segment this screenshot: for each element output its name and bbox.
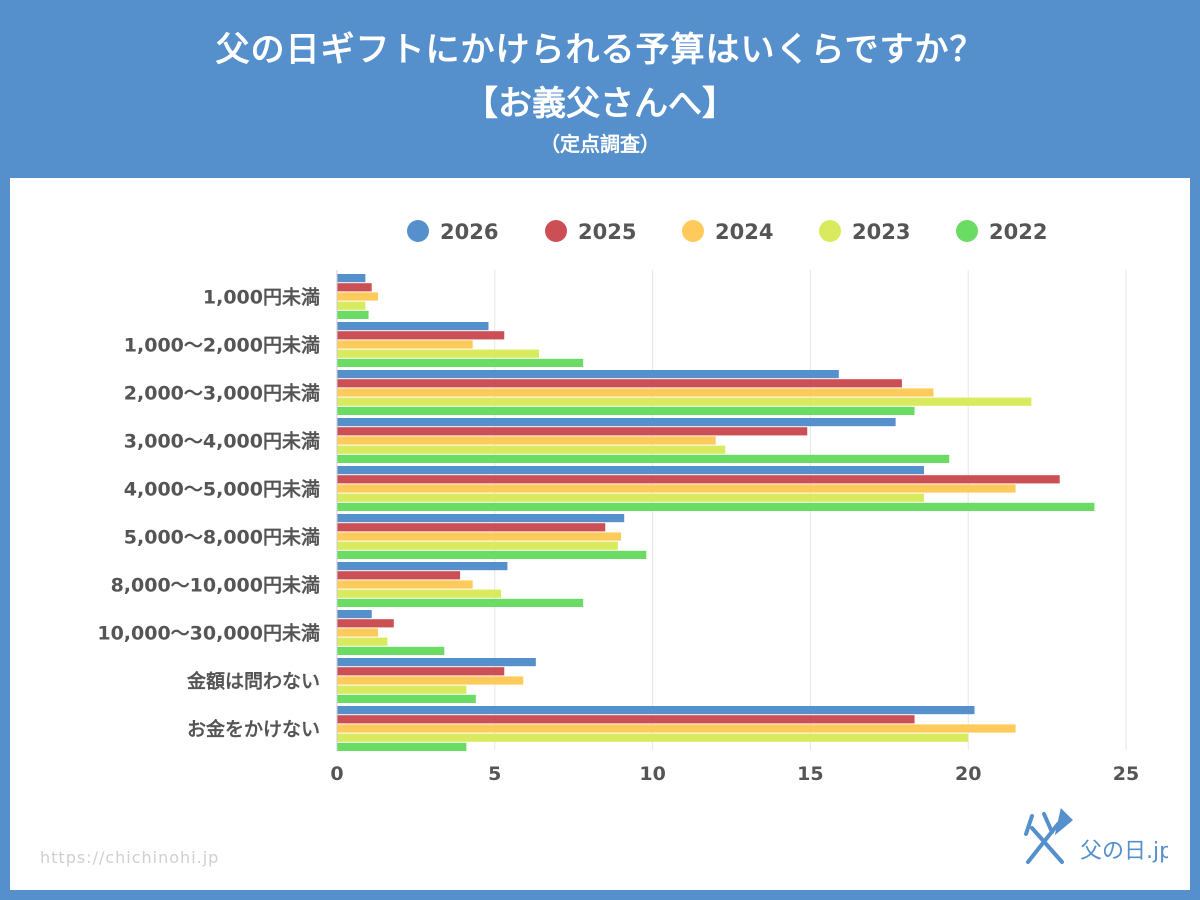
legend-label-2026: 2026	[440, 220, 498, 244]
bar-2023-3	[337, 445, 726, 454]
bar-2025-7	[337, 619, 394, 628]
legend-label-2023: 2023	[852, 220, 910, 244]
bar-2025-1	[337, 331, 505, 340]
bar-2023-1	[337, 349, 539, 358]
bar-2022-7	[337, 646, 445, 655]
category-label: 8,000〜10,000円未満	[111, 574, 320, 597]
bar-2026-7	[337, 610, 372, 619]
header: 父の日ギフトにかけられる予算はいくらですか？ 【お義父さんへ】 （定点調査）	[0, 0, 1200, 178]
legend-label-2025: 2025	[578, 220, 636, 244]
legend-swatch-2022	[956, 220, 978, 242]
bar-2022-4	[337, 502, 1095, 511]
bar-2025-9	[337, 715, 915, 724]
chart-title: 父の日ギフトにかけられる予算はいくらですか？	[215, 30, 985, 70]
bar-2026-4	[337, 466, 925, 475]
x-tick-label: 25	[1113, 763, 1139, 785]
bar-2022-8	[337, 694, 476, 703]
bar-2026-6	[337, 562, 508, 571]
bar-2023-9	[337, 733, 969, 742]
bar-2022-2	[337, 406, 915, 415]
legend-swatch-2023	[819, 220, 841, 242]
bar-2022-9	[337, 742, 467, 751]
bar-2025-8	[337, 667, 505, 676]
x-tick-label: 5	[488, 763, 501, 785]
bar-2023-7	[337, 637, 388, 646]
bar-2022-6	[337, 598, 584, 607]
bar-2026-9	[337, 706, 975, 715]
bar-2024-2	[337, 388, 934, 397]
bar-2026-2	[337, 370, 839, 379]
bar-2024-6	[337, 580, 473, 589]
bar-2024-3	[337, 436, 716, 445]
bar-2025-0	[337, 283, 372, 292]
legend-swatch-2024	[682, 220, 704, 242]
bar-2026-1	[337, 322, 489, 331]
bar-2024-1	[337, 340, 473, 349]
category-label: 2,000〜3,000円未満	[124, 382, 320, 405]
category-label: 4,000〜5,000円未満	[124, 478, 320, 501]
chart-title-target: 【お義父さんへ】	[464, 84, 736, 124]
category-label: 10,000〜30,000円未満	[97, 622, 320, 645]
chart-subtitle: （定点調査）	[540, 132, 660, 156]
bar-2025-5	[337, 523, 606, 532]
logo-mark-icon	[1024, 808, 1073, 864]
bar-2024-4	[337, 484, 1016, 493]
bar-2023-4	[337, 493, 925, 502]
x-tick-label: 10	[639, 763, 665, 785]
bar-2022-0	[337, 310, 369, 319]
x-tick-label: 0	[330, 763, 343, 785]
bar-2025-4	[337, 475, 1060, 484]
bar-2022-5	[337, 550, 647, 559]
bar-2024-8	[337, 676, 524, 685]
bar-2025-6	[337, 571, 461, 580]
category-label: 3,000〜4,000円未満	[124, 430, 320, 453]
site-logo: 父の日.jp	[1018, 806, 1173, 870]
bar-2022-1	[337, 358, 584, 367]
bar-2023-0	[337, 301, 366, 310]
bar-2023-8	[337, 685, 467, 694]
bar-2024-7	[337, 628, 379, 637]
bar-chart: 1,000円未満 1,000〜2,000円未満 2,000〜3,000円未満 3,00…	[97, 220, 1139, 785]
bar-2023-6	[337, 589, 502, 598]
category-label: 1,000円未満	[203, 286, 320, 309]
bar-2022-3	[337, 454, 950, 463]
bar-2026-5	[337, 514, 625, 523]
legend-label-2024: 2024	[715, 220, 773, 244]
bar-2025-3	[337, 427, 808, 436]
legend-swatch-2025	[545, 220, 567, 242]
legend-label-2022: 2022	[989, 220, 1047, 244]
x-tick-label: 15	[797, 763, 823, 785]
bar-2023-5	[337, 541, 618, 550]
category-label: 金額は問わない	[186, 670, 320, 693]
site-url: https://chichinohi.jp	[40, 848, 220, 867]
bar-2024-5	[337, 532, 622, 541]
logo-text: 父の日.jp	[1080, 839, 1168, 864]
legend-swatch-2026	[407, 220, 429, 242]
bar-2023-2	[337, 397, 1032, 406]
category-label: 1,000〜2,000円未満	[124, 334, 320, 357]
category-label: お金をかけない	[187, 718, 320, 741]
bar-2024-0	[337, 292, 379, 301]
bar-2025-2	[337, 379, 902, 388]
bar-2024-9	[337, 724, 1016, 733]
bar-2026-3	[337, 418, 896, 427]
category-label: 5,000〜8,000円未満	[124, 526, 320, 549]
x-tick-label: 20	[955, 763, 981, 785]
bar-2026-8	[337, 658, 536, 667]
bar-2026-0	[337, 274, 366, 283]
chart-panel: 1,000円未満 1,000〜2,000円未満 2,000〜3,000円未満 3,00…	[10, 178, 1190, 890]
